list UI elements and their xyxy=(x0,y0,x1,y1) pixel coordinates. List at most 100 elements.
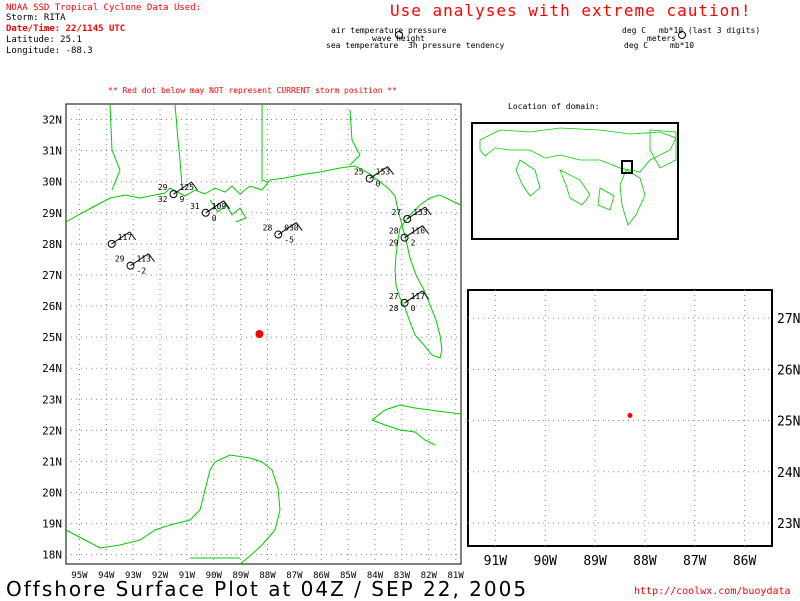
station-plot[interactable]: 29 125 32 9 xyxy=(158,181,198,204)
main-lat-labels: 32N 31N 30N 29N 28N 27N 26N 25N 24N 23N 22N 21N 20N 1… xyxy=(42,114,62,562)
lon-label: 94W xyxy=(98,571,115,581)
station-plot[interactable]: 25 153 0 xyxy=(354,166,395,189)
lat-label: 32N xyxy=(42,114,62,127)
wind-barb-flag-icon xyxy=(148,253,155,262)
wind-barb-flag-icon xyxy=(295,222,303,231)
station-circle-icon xyxy=(274,230,283,239)
key-pressure-tendency: 3h pressure tendency xyxy=(408,41,505,50)
key-station-circle-icon xyxy=(395,31,403,39)
unit-sea-temperature: deg C xyxy=(624,41,649,50)
station-circle-icon xyxy=(169,190,178,199)
wind-barb-icon xyxy=(406,206,426,220)
station-tend-value: -5 xyxy=(284,236,294,245)
station-plot[interactable]: 28 030 -5 xyxy=(263,222,303,245)
lon-label: 95W xyxy=(71,571,88,581)
station-plot[interactable]: 27 117 28 0 xyxy=(389,290,429,313)
lat-label: 24N xyxy=(42,362,62,375)
unit-air-temperature: deg C xyxy=(622,26,647,35)
wind-barb-flag-icon xyxy=(424,206,432,216)
main-map-grid xyxy=(66,104,461,564)
lat-label: 29N xyxy=(42,207,62,220)
wind-barb-icon xyxy=(173,181,192,195)
source-url-link[interactable]: http://coolwx.com/buoydata xyxy=(634,586,791,597)
station-pres-value: 030 xyxy=(284,224,299,233)
station-circle-icon xyxy=(107,239,116,248)
zoom-lon-label: 90W xyxy=(534,554,558,569)
wind-barb-flag-icon xyxy=(129,231,137,241)
lat-label: 27N xyxy=(42,269,62,282)
station-pres-value: 117 xyxy=(411,292,426,301)
zoom-map-frame xyxy=(467,289,773,547)
zoom-lon-label: 86W xyxy=(733,554,757,569)
lat-label: 20N xyxy=(42,487,62,500)
station-plot[interactable]: 27 133 xyxy=(392,206,432,223)
zoom-lon-label: 88W xyxy=(633,554,657,569)
lon-label: 91W xyxy=(179,571,196,581)
station-air-value: 29 xyxy=(115,255,125,264)
wind-barb-icon xyxy=(111,231,130,245)
plot-title-footer: Offshore Surface Plot at 04Z / SEP 22, 2… xyxy=(6,577,529,601)
station-circle-icon xyxy=(400,298,409,307)
data-source-label: NOAA SSD Tropical Cyclone Data Used: xyxy=(6,3,202,13)
unit-pressure: mb*10 (last 3 digits) xyxy=(659,26,761,35)
station-pres-value: 109 xyxy=(212,202,227,211)
lon-label: 85W xyxy=(340,571,357,581)
station-plot[interactable]: 117 xyxy=(107,231,137,248)
storm-name: Storm: RITA xyxy=(6,13,66,23)
key-sea-temperature: sea temperature xyxy=(326,41,399,50)
station-circle-icon xyxy=(201,208,210,217)
wind-barb-icon xyxy=(369,166,388,180)
wind-barb-icon xyxy=(130,253,149,267)
world-inset-map xyxy=(471,122,679,240)
lat-label: 23N xyxy=(42,393,62,406)
wind-barb-flag-icon xyxy=(223,200,231,210)
station-pres-value: 113 xyxy=(136,255,151,264)
station-tend-value: -2 xyxy=(136,267,146,276)
station-air-value: 28 xyxy=(389,227,399,236)
station-pres-value: 133 xyxy=(413,208,428,217)
storm-position-warning: ** Red dot below may NOT represent CURRE… xyxy=(108,86,397,95)
wind-barb-icon xyxy=(205,200,225,214)
coastline xyxy=(65,103,462,565)
lat-label: 28N xyxy=(42,238,62,251)
station-plots: 117 29 113 -2 29 125 32 9 31 109 0 28 030 -5 25 153 0 27 1… xyxy=(107,166,432,313)
zoom-map: 27N 26N 25N 24N 23N 91W 90W 89W 88W 87W 86W xyxy=(467,289,800,569)
station-air-value: 28 xyxy=(263,224,273,233)
zoom-lon-label: 87W xyxy=(683,554,707,569)
wind-barb-flag-icon xyxy=(387,166,395,175)
unit-pressure-tendency: mb*10 xyxy=(670,41,695,50)
lon-label: 84W xyxy=(367,571,384,581)
station-pres-value: 116 xyxy=(411,227,426,236)
zoom-lat-labels: 27N 26N 25N 24N 23N xyxy=(777,312,800,532)
wind-barb-flag-icon xyxy=(191,181,198,191)
lat-label: 19N xyxy=(42,518,62,531)
storm-position-marker[interactable] xyxy=(255,330,264,338)
zoom-lat-label: 25N xyxy=(777,415,800,430)
station-sea-value: 29 xyxy=(389,239,399,248)
wind-barb-icon xyxy=(404,225,423,239)
unit-station-circle-icon xyxy=(678,31,686,39)
wind-barb-flag-icon xyxy=(422,290,429,300)
station-tend-value: 0 xyxy=(411,304,416,313)
world-inset-frame xyxy=(471,122,679,240)
station-pres-value: 125 xyxy=(179,183,194,192)
station-air-value: 25 xyxy=(354,168,364,177)
station-sea-value: 28 xyxy=(389,304,399,313)
lon-label: 93W xyxy=(125,571,142,581)
zoom-lat-label: 24N xyxy=(777,466,800,481)
station-tend-value: 2 xyxy=(411,239,416,248)
station-plot[interactable]: 31 109 0 xyxy=(190,200,231,223)
zoom-map-grid xyxy=(468,290,772,546)
lon-label: 87W xyxy=(286,571,303,581)
zoom-storm-marker[interactable] xyxy=(627,412,633,418)
station-tend-value: 0 xyxy=(212,214,217,223)
lon-label: 83W xyxy=(394,571,411,581)
station-pres-value: 153 xyxy=(376,168,391,177)
station-plot[interactable]: 29 113 -2 xyxy=(115,253,155,276)
zoom-lon-labels: 91W 90W 89W 88W 87W 86W xyxy=(484,554,757,569)
main-lon-labels: 95W 94W 93W 92W 91W 90W 89W 88W 87W 86W 85W 84W 83W 8… xyxy=(71,571,464,581)
lon-label: 92W xyxy=(152,571,169,581)
station-plot[interactable]: 28 116 29 2 xyxy=(389,225,429,248)
storm-datetime: Date/Time: 22/1145 UTC xyxy=(6,24,126,34)
